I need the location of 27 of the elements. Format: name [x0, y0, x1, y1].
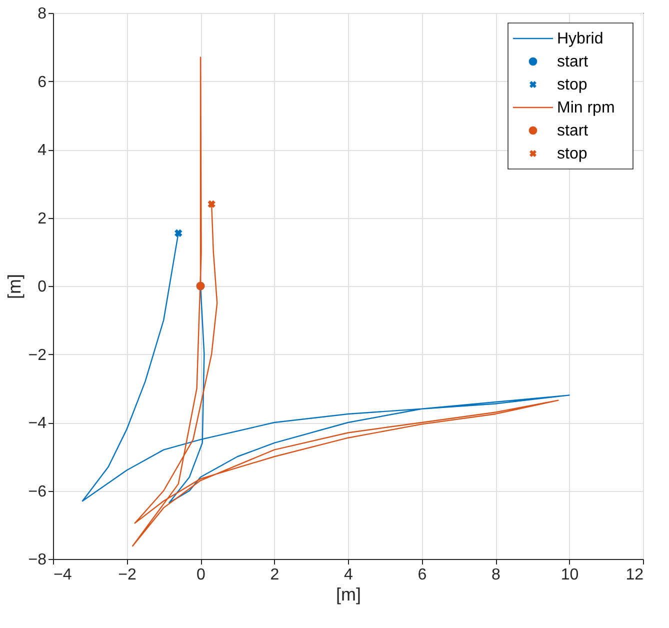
- x-tick-label: 12: [626, 566, 644, 584]
- x-tick-label: −4: [54, 566, 72, 584]
- x-tick-label: 2: [270, 566, 280, 584]
- y-tick-label: 8: [38, 6, 47, 22]
- y-tick-label: 0: [38, 278, 47, 296]
- y-tick-label: 4: [38, 142, 47, 159]
- y-tick-label: −8: [28, 552, 47, 568]
- y-tick-label: 2: [38, 210, 47, 228]
- x-tick-label: −2: [118, 566, 136, 584]
- legend-label: stop: [557, 146, 588, 162]
- y-axis-title: [m]: [4, 274, 24, 299]
- x-tick-label: 0: [196, 566, 206, 584]
- y-tick-label: −4: [28, 415, 47, 432]
- legend-label: stop: [557, 76, 588, 94]
- y-tick-label: −6: [28, 483, 47, 500]
- x-axis-title: [m]: [336, 584, 361, 604]
- y-tick-label: −2: [28, 346, 47, 364]
- x-tick-label: 6: [418, 566, 427, 584]
- y-tick-label: 6: [38, 74, 47, 91]
- line-series: [132, 56, 559, 547]
- x-tick-label: 4: [344, 566, 354, 584]
- legend-label: start: [557, 122, 589, 140]
- x-tick-label: 8: [492, 566, 501, 584]
- legend-label: Min rpm: [557, 100, 615, 116]
- legend-label: Hybrid: [557, 30, 604, 48]
- x-tick-label: 10: [560, 566, 579, 584]
- legend-label: start: [557, 54, 589, 70]
